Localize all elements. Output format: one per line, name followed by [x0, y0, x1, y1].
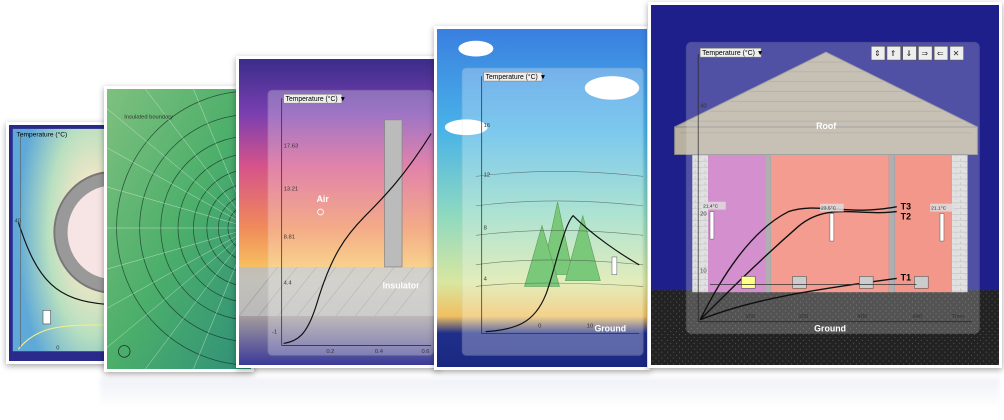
card3-ytick-5: -1 — [272, 330, 277, 336]
card4-ytick-2: 12 — [484, 172, 490, 178]
card5-ytick-2: 20 — [700, 211, 707, 217]
extend-right-icon[interactable]: ⇒ — [921, 49, 928, 58]
card3-air-label: Air — [317, 194, 330, 204]
card4-ytick-3: 8 — [484, 225, 487, 231]
scale-down-icon[interactable]: ⇓ — [906, 49, 913, 58]
simulation-card-2[interactable]: Insulated boundary — [104, 86, 254, 372]
scale-up-icon[interactable]: ⇑ — [890, 49, 897, 58]
card4-xtick-1: 0 — [538, 324, 542, 330]
card3-heater-icon — [317, 208, 324, 216]
simulation-card-3[interactable]: Temperature (°C) ▼ 17.63 13.21 8.81 4.4 … — [236, 56, 440, 368]
card3-xtick-2: 0.4 — [375, 349, 384, 355]
card4-selector[interactable]: Temperature (°C) ▼ — [486, 73, 547, 81]
card5-ytick-1: 40 — [700, 103, 707, 109]
card3-ytick-1: 17.63 — [284, 143, 299, 149]
card3-ytick-2: 13.21 — [284, 186, 299, 192]
card2-boundary-label: Insulated boundary — [124, 114, 173, 120]
close-icon[interactable]: ✕ — [953, 49, 960, 58]
card5-roof-label: Roof — [816, 121, 836, 131]
thermometer-icon-2[interactable] — [829, 213, 835, 242]
card3-ytick-4: 4.4 — [284, 281, 293, 287]
reflection-strip — [100, 378, 1000, 408]
simulation-card-4[interactable]: Temperature (°C) ▼ 16 12 8 4 0 10 Ground — [434, 26, 650, 370]
card5-xtick-2: 320 — [798, 314, 809, 320]
card5-xtick-3: 480 — [857, 314, 868, 320]
card3-xtick-1: 0.2 — [326, 349, 334, 355]
thermometer-icon-1[interactable] — [709, 211, 715, 240]
card4-ground-label: Ground — [595, 324, 627, 334]
curve-label-t2: T2 — [901, 211, 911, 221]
card1-xtick: 0 — [56, 345, 59, 351]
card5-ground-label: Ground — [814, 324, 846, 334]
simulation-view-1: Temperature (°C) 40 0 — [9, 125, 111, 361]
card4-ytick-4: 4 — [484, 277, 488, 283]
fit-vertical-icon[interactable]: ⇕ — [874, 49, 881, 58]
card1-ytick: 40 — [15, 218, 21, 224]
sensor-readout-2: 23.5°C — [821, 206, 837, 212]
card3-selector[interactable]: Temperature (°C) ▼ — [286, 95, 347, 103]
sensor-readout-1: 21.4°C — [703, 204, 719, 210]
card4-xtick-2: 10 — [587, 324, 594, 330]
simulation-view-5: Temperature (°C) ▼ ⇕ ⇑ ⇓ ⇒ ⇐ ✕ 40 20 10 … — [651, 5, 999, 365]
card3-ytick-3: 8.81 — [284, 234, 295, 240]
card5-selector[interactable]: Temperature (°C) ▼ — [702, 49, 763, 57]
card3-insulator-label: Insulator — [383, 280, 420, 290]
card4-ytick-1: 16 — [484, 123, 490, 129]
simulation-view-4: Temperature (°C) ▼ 16 12 8 4 0 10 Ground — [437, 29, 647, 367]
curve-label-t3: T3 — [901, 202, 911, 212]
simulation-card-1[interactable]: Temperature (°C) 40 0 — [6, 122, 114, 364]
simulation-card-5[interactable]: Temperature (°C) ▼ ⇕ ⇑ ⇓ ⇒ ⇐ ✕ 40 20 10 … — [648, 2, 1002, 368]
sensor-readout-3: 21.1°C — [931, 206, 947, 212]
card5-xaxis-label: Time — [952, 314, 965, 320]
simulation-view-2: Insulated boundary — [107, 89, 251, 369]
curve-label-t1: T1 — [901, 272, 911, 282]
shrink-left-icon[interactable]: ⇐ — [937, 49, 944, 58]
card1-selector[interactable]: Temperature (°C) — [17, 131, 68, 139]
card4-thermometer-icon[interactable] — [611, 256, 618, 275]
card5-xtick-1: 160 — [745, 314, 756, 320]
thermometer-icon-3[interactable] — [939, 213, 945, 242]
simulation-view-3: Temperature (°C) ▼ 17.63 13.21 8.81 4.4 … — [239, 59, 437, 365]
card3-xtick-3: 0.6 — [421, 349, 429, 355]
card5-ytick-3: 10 — [700, 269, 707, 275]
card5-xtick-4: 640 — [912, 314, 923, 320]
